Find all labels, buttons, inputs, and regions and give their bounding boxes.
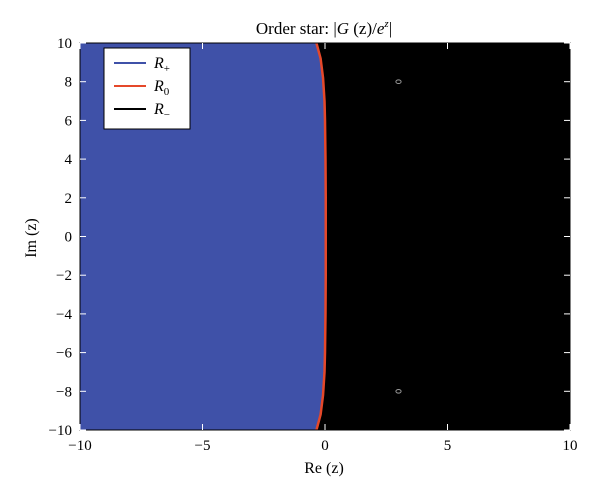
y-tick-label: 6 (65, 113, 73, 129)
legend: R+ R0 R− (103, 47, 191, 130)
y-tick-label: −2 (56, 268, 72, 284)
y-tick-label: 0 (65, 230, 73, 246)
legend-label-boundary: R0 (153, 78, 170, 98)
chart-title: Order star: |G (z)/ez| (256, 18, 392, 38)
legend-box (103, 47, 191, 130)
x-tick-label: −5 (195, 438, 211, 454)
y-tick-label: 2 (65, 191, 73, 207)
x-tick-label: 5 (444, 438, 452, 454)
x-tick-label: −10 (68, 438, 91, 454)
x-tick-label: 0 (321, 438, 329, 454)
legend-label-negative: R− (153, 101, 170, 121)
y-tick-label: 4 (65, 152, 73, 168)
y-tick-label: −10 (49, 423, 72, 439)
region-r-plus (80, 43, 326, 430)
x-axis-label: Re (z) (304, 460, 344, 477)
pole-marker-1 (395, 79, 402, 84)
legend-label-positive: R+ (153, 55, 170, 75)
y-axis: −10 −8 −6 −4 −2 0 2 4 6 8 10 (49, 36, 570, 439)
y-tick-label: −6 (56, 346, 72, 362)
y-tick-label: −8 (56, 384, 72, 400)
y-tick-label: −4 (56, 307, 72, 323)
poles (395, 79, 402, 394)
pole-marker-2 (395, 389, 402, 394)
y-axis-label: Im (z) (23, 218, 40, 258)
y-tick-label: 10 (57, 36, 72, 52)
x-tick-label: 10 (563, 438, 578, 454)
plot-area (79, 42, 571, 431)
y-tick-label: 8 (65, 75, 73, 91)
x-axis: −10 −5 0 5 10 (68, 43, 578, 454)
boundary-r-zero (315, 42, 327, 431)
